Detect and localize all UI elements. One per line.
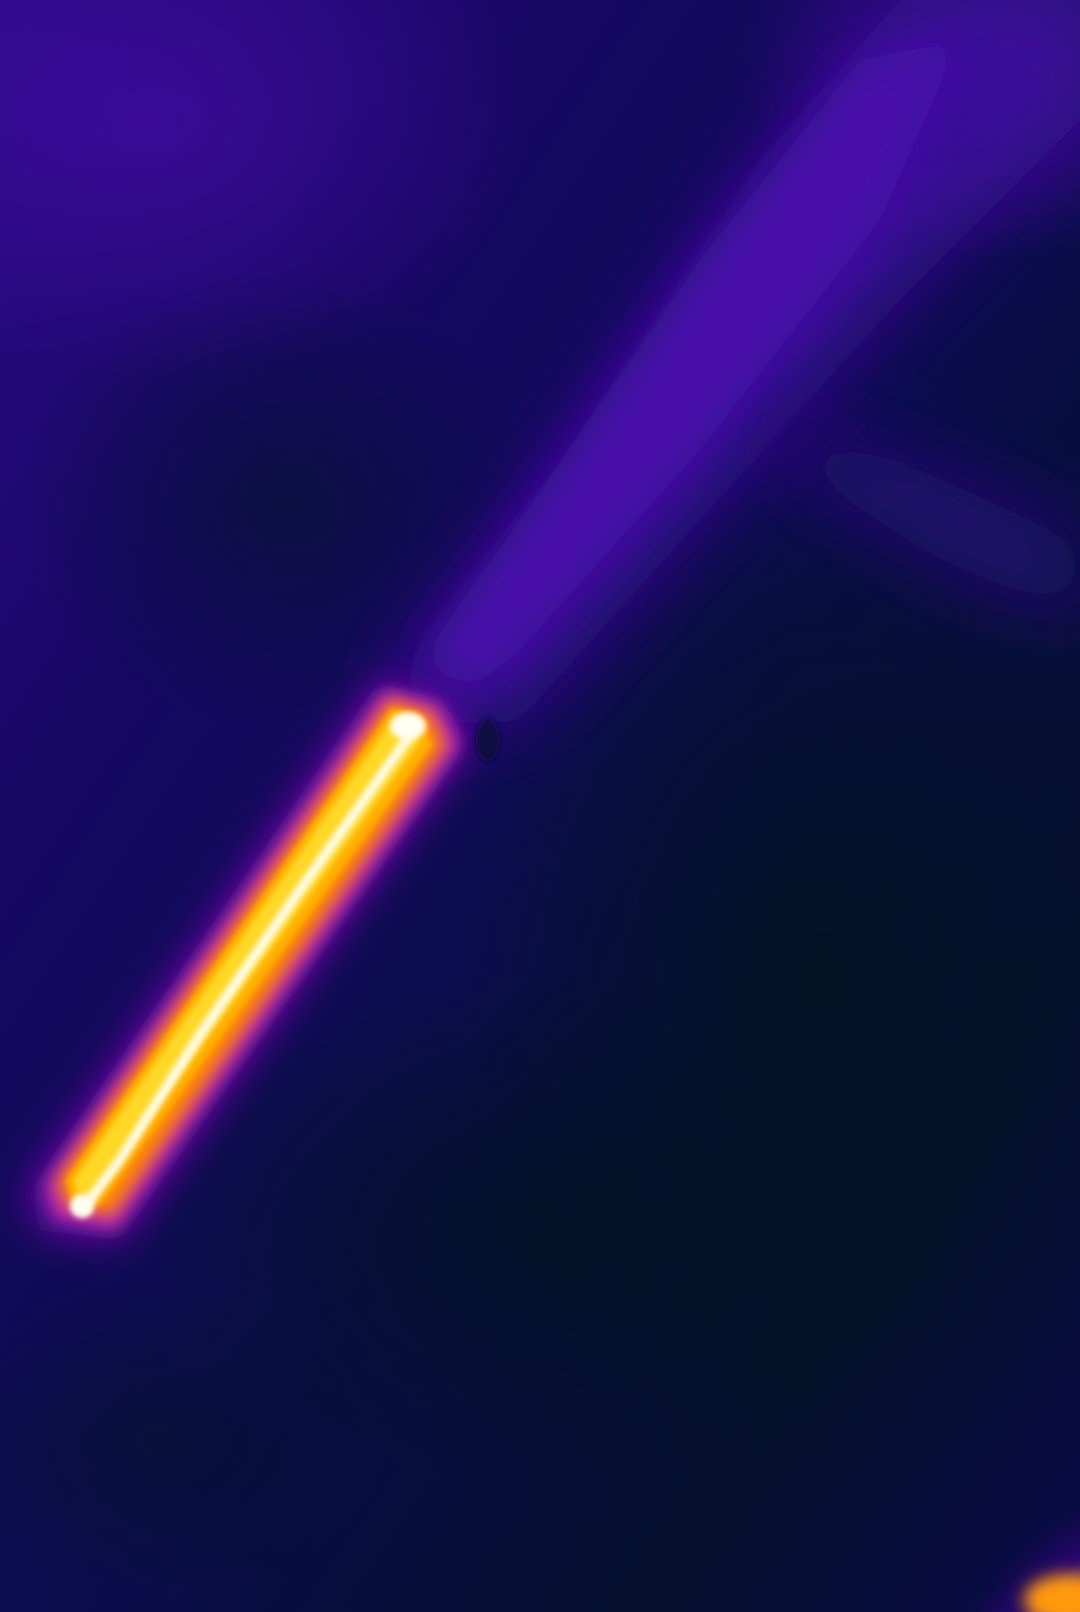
side-branch — [780, 420, 1080, 620]
corner-hot-core — [1024, 1574, 1080, 1612]
cold-patch-low-left — [0, 1280, 400, 1600]
dark-notch — [476, 718, 500, 762]
rod-top-hotspot — [390, 712, 426, 740]
cold-patch-mid-left — [20, 270, 540, 730]
rod-white-filament — [79, 733, 413, 1213]
rod-bottom-hotspot — [70, 1194, 94, 1218]
upper-left-haze — [0, 0, 530, 380]
warm-band-core — [420, 40, 960, 690]
corner-hot-object — [930, 1472, 1080, 1612]
